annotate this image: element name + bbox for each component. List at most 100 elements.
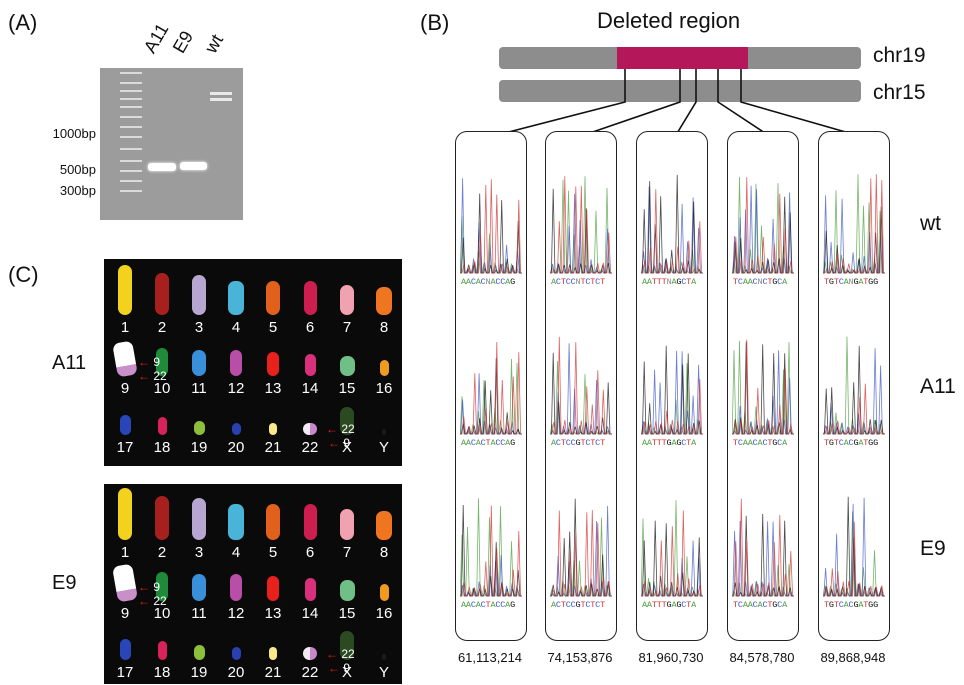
chromosome-8 [376, 510, 392, 540]
genomic-coordinate: 84,578,780 [729, 650, 795, 665]
karyotype-e9: 1 2 3 4 5 6 7 8 9 10 11 12 13 14 15 16 17 18 19 20 21 22 X Y ← 9… [104, 484, 402, 684]
chromosome-number: 1 [120, 544, 130, 561]
chromosome-number: 16 [375, 605, 393, 622]
chromosome-number: Y [378, 439, 389, 456]
genomic-coordinate: 74,153,876 [547, 650, 613, 665]
chromatogram-trace [460, 498, 522, 597]
chromosome-14 [304, 577, 316, 601]
chromosome-number: 14 [301, 380, 319, 397]
band-wt-upper [210, 92, 232, 95]
karyotype-label-e9: E9 [52, 572, 77, 594]
chromatogram-trace [641, 174, 703, 274]
chromosome-number: 22 [301, 439, 319, 456]
base-sequence: TCAACNCTGCA [733, 277, 787, 287]
genomic-coordinate: 61,113,214 [457, 650, 523, 665]
chromosome-number: 20 [227, 439, 245, 456]
translocation-label: 22 [153, 594, 167, 608]
gel-image [100, 68, 243, 220]
chromosome-number: 3 [194, 544, 204, 561]
chromosome-20 [231, 647, 241, 660]
chromosome-14 [304, 354, 316, 376]
chromosome-number: 6 [305, 319, 315, 336]
row-label-a11: A11 [920, 375, 956, 398]
chromatogram-trace [823, 336, 885, 435]
translocation-arrow: ← 22 [138, 594, 167, 608]
ladder-band [120, 160, 142, 162]
chromosome-number: 19 [190, 664, 208, 681]
chromosome-number: 15 [338, 605, 356, 622]
chromosome-number: 5 [268, 319, 278, 336]
chromosome-number: 18 [153, 439, 171, 456]
marker-500bp: 500bp [59, 162, 96, 177]
deleted-region-title: Deleted region [597, 8, 741, 33]
chromosome-12 [230, 350, 242, 376]
base-sequence: AACACTACCAG [461, 600, 515, 610]
chromosome-13 [267, 575, 279, 601]
chromosome-number: 9 [120, 380, 130, 397]
chromosome-12 [230, 573, 242, 601]
chromosome-15 [339, 580, 355, 601]
chromosome-9 [112, 340, 138, 378]
chromosome-2 [155, 495, 169, 540]
chromatogram-trace [460, 341, 522, 435]
chromosome-2 [155, 273, 169, 315]
chromosome-4 [228, 281, 244, 315]
translocation-label: 9 [343, 436, 351, 450]
band-a11 [148, 163, 176, 171]
chromosome-5 [266, 504, 280, 540]
chromosome-number: 5 [268, 544, 278, 561]
band-wt-lower [210, 98, 232, 101]
chromatogram-trace [460, 178, 522, 274]
translocation-arrow: ← 9 [138, 580, 161, 594]
chromosome-22 [303, 647, 317, 660]
chromatogram-trace [550, 498, 612, 597]
chromosome-4 [228, 504, 244, 540]
chromosome-number: 12 [227, 380, 245, 397]
chromosome-number: Y [378, 664, 389, 681]
chromosome-13 [267, 352, 279, 376]
chromosome-19 [193, 645, 205, 660]
base-sequence: AACACTACCAG [461, 438, 515, 448]
chromosome-20 [231, 423, 241, 435]
chromosome-number: 10 [153, 380, 171, 397]
base-sequence: TCAACACTGCA [733, 438, 787, 448]
translocation-label: 9 [153, 580, 161, 594]
chromosome-number: 9 [120, 605, 130, 622]
ladder-band [120, 190, 142, 192]
chromosome-15 [339, 356, 355, 376]
ladder-band [120, 136, 142, 138]
chromosome-16 [379, 584, 389, 601]
chromosome-3 [192, 498, 206, 540]
chromosome-number: 20 [227, 664, 245, 681]
genomic-coordinate: 81,960,730 [638, 650, 704, 665]
chromosome-10 [156, 348, 168, 376]
chromatogram-trace [550, 336, 612, 435]
chromosome-number: 7 [342, 319, 352, 336]
chromosome-7 [340, 285, 354, 315]
base-sequence: AATTTNAGCTA [642, 277, 696, 287]
panel-label-b: (B) [420, 10, 450, 35]
ladder-band [120, 72, 142, 74]
chromosome-X [340, 630, 354, 660]
chromosome-10 [156, 571, 168, 601]
chromosome-Y [382, 429, 386, 435]
chromosome-18 [157, 641, 167, 660]
chr15-label: chr15 [873, 81, 926, 104]
chromatogram-trace [732, 339, 794, 435]
chromosome-number: 2 [157, 544, 167, 561]
chromosome-19 [193, 421, 205, 435]
chromosome-3 [192, 275, 206, 315]
chromosome-5 [266, 281, 280, 315]
base-sequence: ACTCCGTCTCT [551, 438, 605, 448]
ladder-band [120, 170, 142, 172]
chromosome-number: 22 [301, 664, 319, 681]
chromosome-22 [303, 423, 317, 435]
chromatogram-trace [641, 500, 703, 597]
chromosome-number: 4 [231, 544, 241, 561]
translocation-label: 22 [153, 369, 167, 383]
genomic-coordinate: 89,868,948 [820, 650, 886, 665]
chromosome-21 [269, 423, 277, 435]
chromosome-9 [112, 563, 138, 603]
ladder-band [120, 116, 142, 118]
